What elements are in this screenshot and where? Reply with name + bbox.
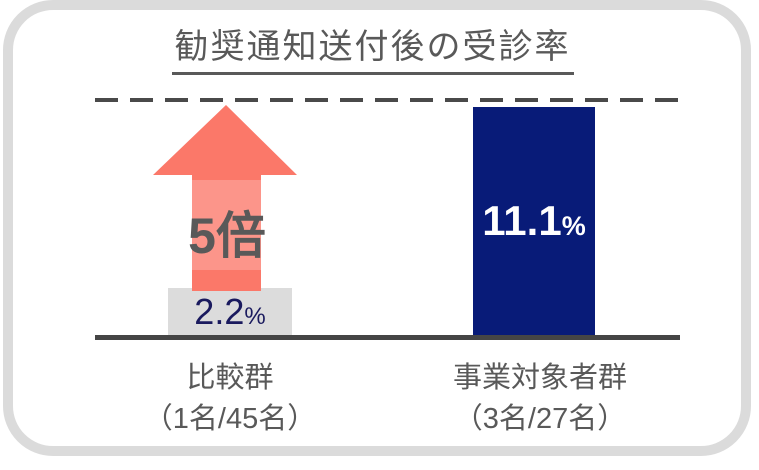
rounded-frame-border	[3, 0, 751, 456]
target-value: 11.1	[482, 197, 562, 244]
comparison-value: 2.2	[194, 290, 245, 332]
reference-dashed-line	[95, 98, 680, 102]
target-label-line2: （3名/27名）	[453, 403, 627, 436]
comparison-label-line2: （1名/45名）	[143, 403, 317, 436]
chart-title: 勧奨通知送付後の受診率	[171, 19, 574, 75]
growth-arrow-icon	[153, 105, 297, 291]
target-bar: 11.1 %	[473, 107, 595, 335]
target-label-line1: 事業対象者群	[452, 362, 627, 394]
comparison-bar: 2.2 %	[168, 288, 292, 335]
target-unit: %	[561, 211, 586, 241]
target-category-label: 事業対象者群 （3名/27名）	[410, 358, 670, 440]
comparison-unit: %	[244, 302, 266, 330]
target-value-row: 11.1 %	[482, 197, 585, 245]
title-container: 勧奨通知送付後の受診率	[0, 19, 745, 75]
arrow-shaft-highlight	[192, 180, 261, 270]
comparison-label-line1: 比較群	[186, 362, 274, 394]
arrow-shape	[153, 105, 297, 291]
comparison-category-label: 比較群 （1名/45名）	[100, 358, 360, 440]
baseline-axis	[95, 335, 680, 340]
multiplier-label: 5倍	[188, 208, 266, 264]
comparison-value-row: 2.2 %	[194, 291, 265, 333]
